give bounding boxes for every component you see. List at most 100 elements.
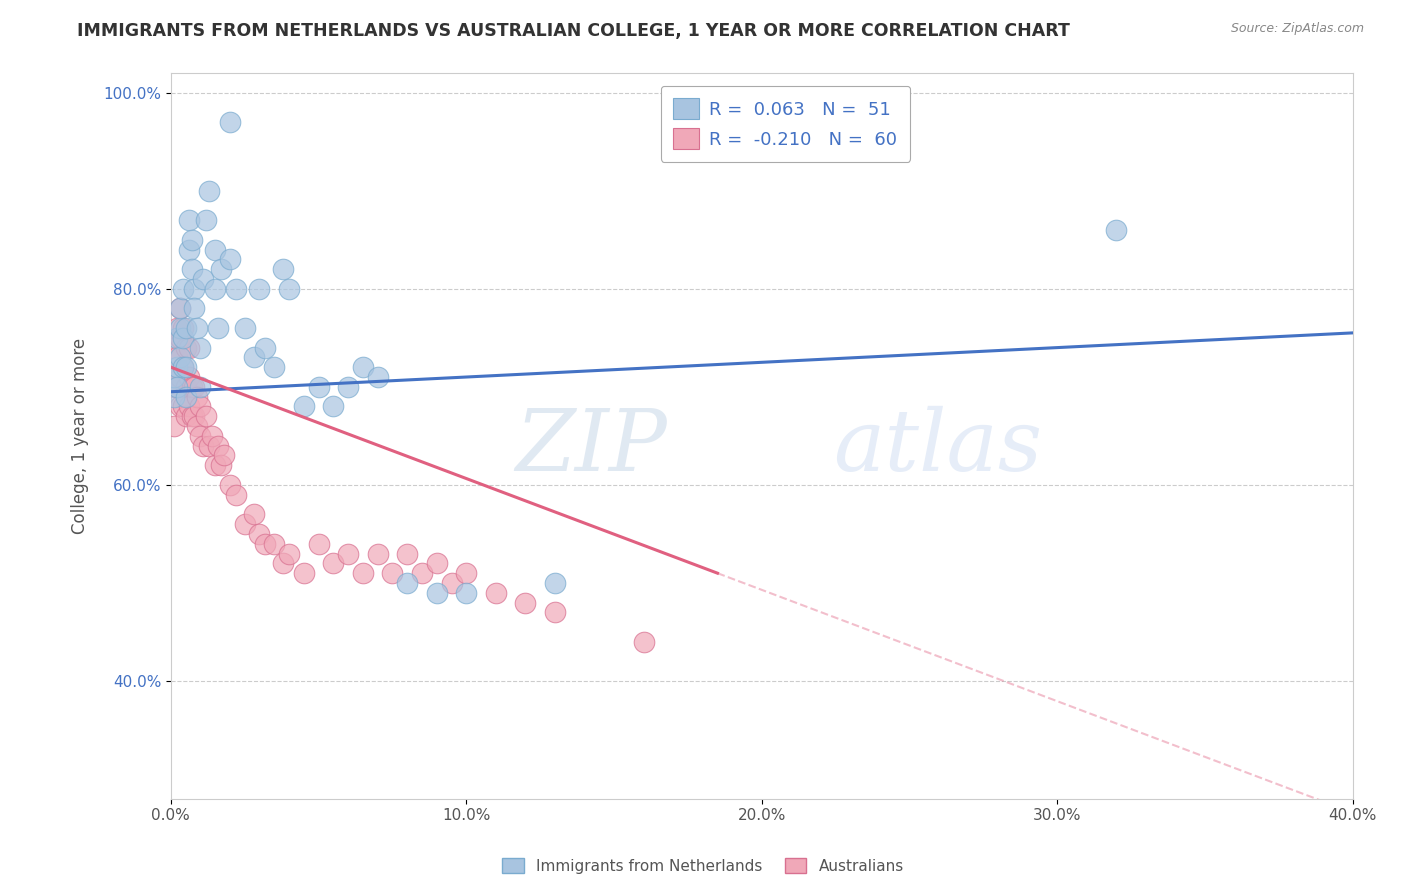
- Point: [169, 400, 191, 414]
- Point: [172, 282, 194, 296]
- Point: [456, 586, 478, 600]
- Point: [292, 566, 315, 581]
- Point: [219, 252, 242, 267]
- Point: [174, 380, 197, 394]
- Point: [177, 370, 200, 384]
- Point: [440, 576, 463, 591]
- Point: [198, 439, 221, 453]
- Text: Source: ZipAtlas.com: Source: ZipAtlas.com: [1230, 22, 1364, 36]
- Point: [169, 370, 191, 384]
- Point: [426, 586, 449, 600]
- Point: [180, 409, 202, 424]
- Point: [1105, 223, 1128, 237]
- Point: [233, 517, 256, 532]
- Point: [201, 429, 224, 443]
- Point: [163, 370, 186, 384]
- Text: IMMIGRANTS FROM NETHERLANDS VS AUSTRALIAN COLLEGE, 1 YEAR OR MORE CORRELATION CH: IMMIGRANTS FROM NETHERLANDS VS AUSTRALIA…: [77, 22, 1070, 40]
- Point: [292, 400, 315, 414]
- Point: [163, 341, 186, 355]
- Point: [174, 341, 197, 355]
- Point: [544, 606, 567, 620]
- Point: [183, 380, 205, 394]
- Point: [544, 576, 567, 591]
- Point: [411, 566, 433, 581]
- Point: [166, 321, 188, 335]
- Point: [163, 390, 186, 404]
- Point: [308, 537, 330, 551]
- Point: [180, 380, 202, 394]
- Point: [263, 360, 285, 375]
- Point: [204, 458, 226, 473]
- Point: [322, 557, 344, 571]
- Point: [166, 360, 188, 375]
- Point: [367, 547, 389, 561]
- Point: [172, 331, 194, 345]
- Point: [166, 331, 188, 345]
- Point: [195, 213, 218, 227]
- Point: [322, 400, 344, 414]
- Point: [186, 321, 208, 335]
- Text: atlas: atlas: [832, 406, 1042, 488]
- Point: [212, 449, 235, 463]
- Point: [169, 301, 191, 316]
- Legend: R =  0.063   N =  51, R =  -0.210   N =  60: R = 0.063 N = 51, R = -0.210 N = 60: [661, 86, 910, 161]
- Point: [242, 508, 264, 522]
- Point: [278, 547, 301, 561]
- Point: [186, 390, 208, 404]
- Point: [367, 370, 389, 384]
- Point: [169, 351, 191, 365]
- Point: [190, 380, 212, 394]
- Point: [166, 380, 188, 394]
- Point: [249, 282, 271, 296]
- Point: [172, 321, 194, 335]
- Point: [271, 557, 294, 571]
- Point: [169, 301, 191, 316]
- Point: [193, 272, 215, 286]
- Point: [337, 547, 360, 561]
- Point: [190, 429, 212, 443]
- Point: [396, 547, 419, 561]
- Point: [180, 233, 202, 247]
- Point: [633, 635, 655, 649]
- Point: [308, 380, 330, 394]
- Point: [174, 390, 197, 404]
- Point: [278, 282, 301, 296]
- Point: [207, 321, 229, 335]
- Point: [456, 566, 478, 581]
- Point: [396, 576, 419, 591]
- Point: [180, 262, 202, 277]
- Point: [193, 439, 215, 453]
- Point: [225, 282, 247, 296]
- Point: [337, 380, 360, 394]
- Point: [177, 243, 200, 257]
- Point: [263, 537, 285, 551]
- Point: [190, 400, 212, 414]
- Legend: Immigrants from Netherlands, Australians: Immigrants from Netherlands, Australians: [496, 852, 910, 880]
- Point: [209, 458, 232, 473]
- Text: ZIP: ZIP: [516, 406, 668, 488]
- Point: [233, 321, 256, 335]
- Point: [515, 596, 537, 610]
- Point: [183, 409, 205, 424]
- Point: [352, 566, 374, 581]
- Point: [186, 419, 208, 434]
- Point: [204, 243, 226, 257]
- Point: [271, 262, 294, 277]
- Point: [177, 213, 200, 227]
- Point: [169, 321, 191, 335]
- Point: [163, 380, 186, 394]
- Point: [219, 478, 242, 492]
- Point: [209, 262, 232, 277]
- Point: [183, 282, 205, 296]
- Point: [249, 527, 271, 541]
- Point: [172, 360, 194, 375]
- Point: [166, 380, 188, 394]
- Point: [254, 537, 277, 551]
- Point: [204, 282, 226, 296]
- Point: [426, 557, 449, 571]
- Point: [183, 301, 205, 316]
- Point: [242, 351, 264, 365]
- Point: [172, 360, 194, 375]
- Point: [163, 419, 186, 434]
- Point: [190, 341, 212, 355]
